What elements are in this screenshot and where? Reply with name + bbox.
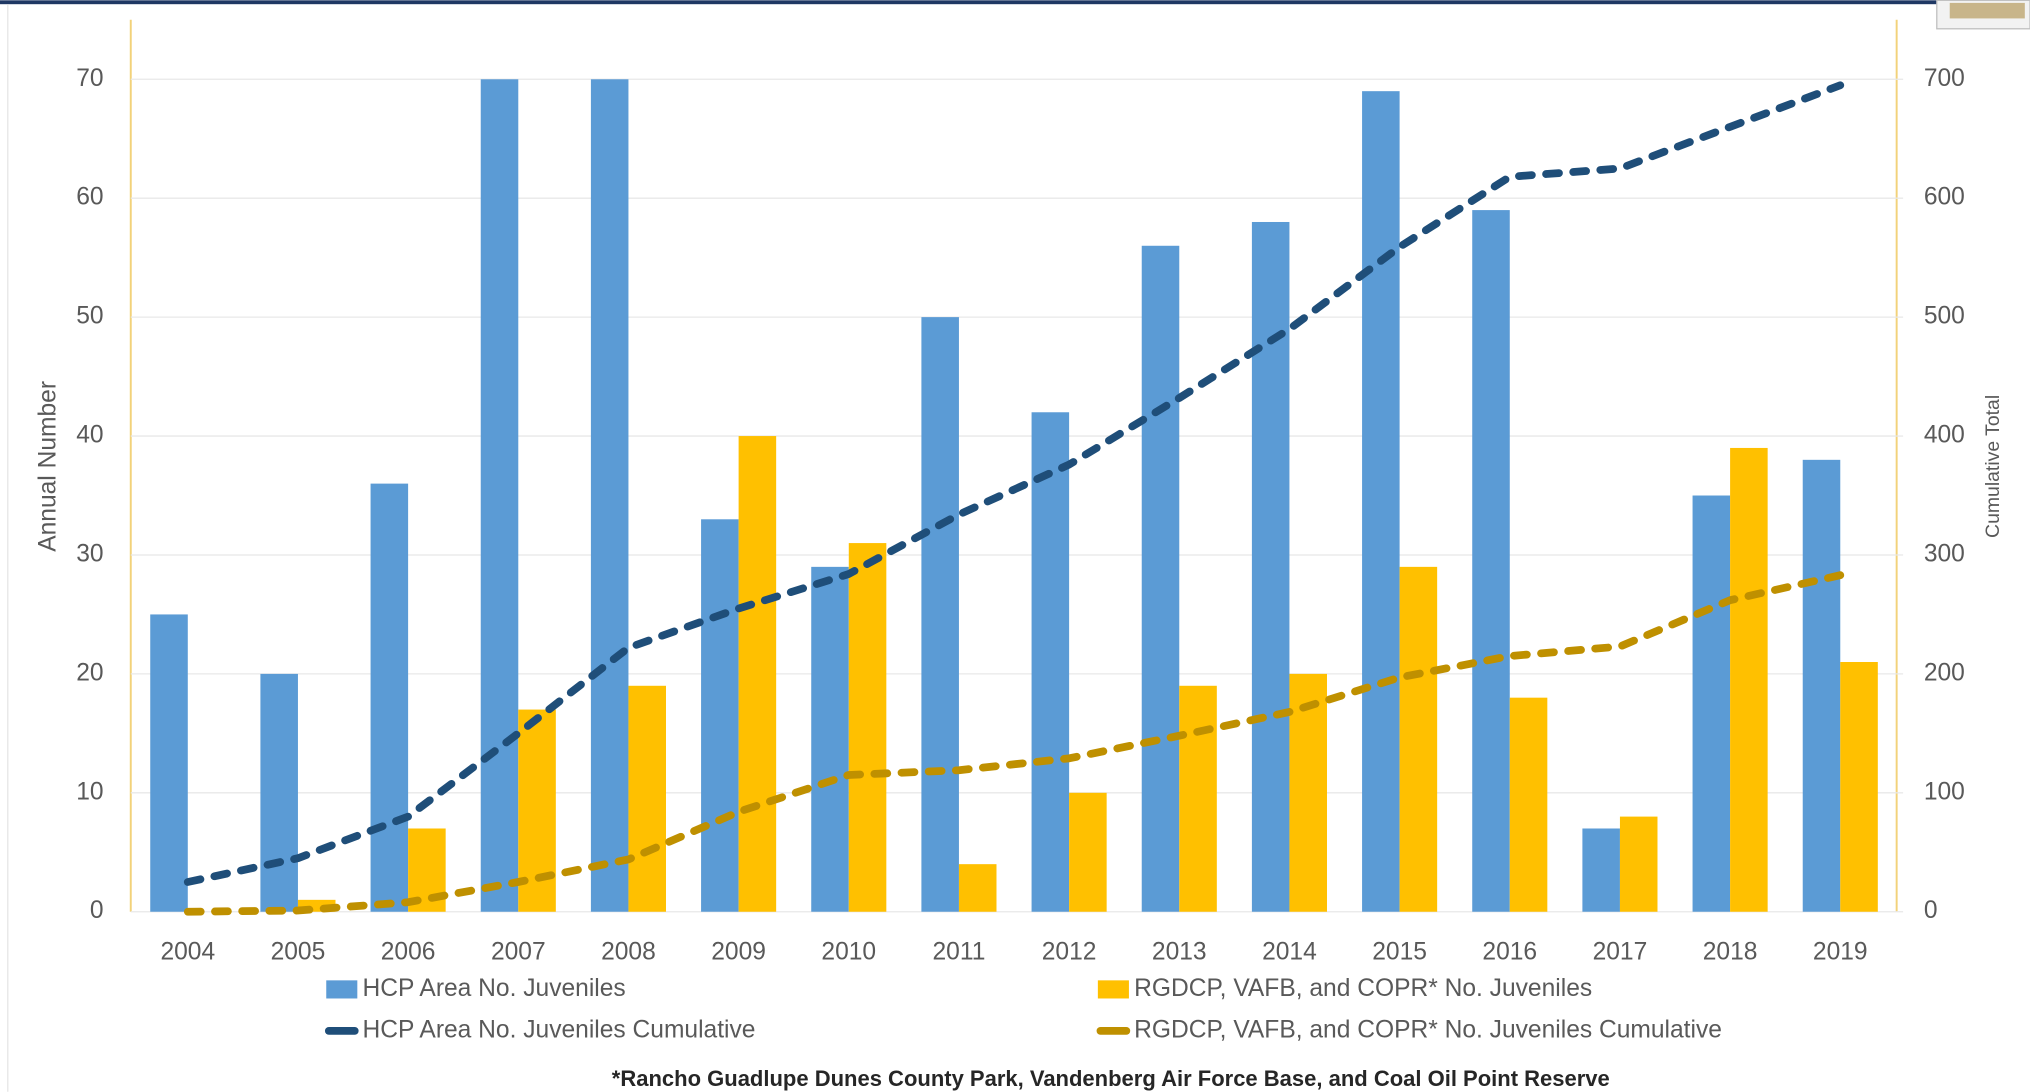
- bar: [590, 79, 629, 912]
- x-tick-label: 2012: [1042, 939, 1097, 966]
- bar: [1141, 245, 1180, 912]
- bar: [958, 864, 997, 912]
- bar: [1289, 673, 1327, 912]
- y2-tick-label: 100: [1924, 778, 1965, 805]
- y2-axis-title: Cumulative Total: [1982, 395, 2004, 538]
- y2-tick-label: 200: [1924, 659, 1965, 686]
- y-tick-label: 40: [76, 422, 103, 449]
- bar: [1692, 495, 1731, 912]
- bar: [150, 614, 188, 912]
- x-tick-label: 2019: [1813, 939, 1868, 966]
- x-tick-label: 2011: [933, 939, 986, 966]
- legend-label: HCP Area No. Juveniles: [363, 975, 626, 1002]
- x-tick-label: 2015: [1372, 939, 1427, 966]
- bar: [1509, 697, 1548, 912]
- x-tick-label: 2009: [711, 939, 766, 966]
- bar: [1069, 792, 1107, 912]
- y2-tick-label: 700: [1924, 65, 1965, 92]
- bar: [1362, 91, 1400, 912]
- y-tick-label: 0: [90, 897, 104, 924]
- x-tick-label: 2014: [1262, 939, 1317, 966]
- legend-label: RGDCP, VAFB, and COPR* No. Juveniles Cum…: [1134, 1016, 1722, 1043]
- y2-tick-label: 500: [1924, 303, 1965, 330]
- bar: [701, 519, 739, 912]
- legend-swatch: [1097, 980, 1129, 999]
- bar: [1031, 412, 1070, 912]
- y-tick-label: 60: [76, 184, 103, 211]
- bar: [370, 483, 409, 912]
- bar: [811, 566, 849, 912]
- y2-tick-label: 0: [1924, 897, 1938, 924]
- bar: [1802, 459, 1841, 912]
- y-tick-label: 10: [76, 778, 103, 805]
- footnote: *Rancho Guadlupe Dunes County Park, Vand…: [612, 1066, 1610, 1091]
- y-tick-label: 50: [76, 303, 103, 330]
- x-tick-label: 2004: [160, 939, 215, 966]
- bar: [848, 543, 887, 912]
- x-tick-label: 2008: [601, 939, 656, 966]
- bar: [1619, 816, 1658, 912]
- top-border: [0, 0, 2030, 5]
- x-tick-label: 2017: [1593, 939, 1648, 966]
- y-tick-label: 20: [76, 659, 103, 686]
- thumbnail-image: [1949, 2, 2025, 19]
- x-tick-label: 2016: [1482, 939, 1537, 966]
- y2-tick-label: 300: [1924, 540, 1965, 567]
- bar: [738, 436, 777, 912]
- y2-tick-label: 600: [1924, 184, 1965, 211]
- y-tick-label: 30: [76, 540, 103, 567]
- y-tick-label: 70: [76, 65, 103, 92]
- x-tick-label: 2018: [1703, 939, 1758, 966]
- cumulative-line: [183, 571, 1845, 916]
- x-tick-label: 2010: [821, 939, 876, 966]
- bar: [1251, 221, 1290, 912]
- legend-label: HCP Area No. Juveniles Cumulative: [363, 1016, 756, 1043]
- bar: [1840, 662, 1878, 912]
- bar: [260, 673, 298, 912]
- legend-label: RGDCP, VAFB, and COPR* No. Juveniles: [1134, 975, 1592, 1002]
- bar: [480, 79, 519, 912]
- y2-tick-label: 400: [1924, 422, 1965, 449]
- x-tick-label: 2005: [271, 939, 326, 966]
- y-axis-title: Annual Number: [35, 381, 62, 552]
- x-tick-label: 2006: [381, 939, 436, 966]
- bar: [628, 685, 666, 912]
- bar: [1472, 210, 1510, 912]
- cumulative-line: [183, 81, 1845, 886]
- x-tick-label: 2013: [1152, 939, 1207, 966]
- legend-swatch: [326, 980, 358, 999]
- bar: [1399, 566, 1438, 912]
- bar: [1179, 685, 1217, 912]
- bar: [921, 317, 959, 912]
- x-tick-label: 2007: [491, 939, 546, 966]
- bar: [1582, 828, 1620, 912]
- bar: [1730, 447, 1768, 912]
- bar: [297, 899, 336, 912]
